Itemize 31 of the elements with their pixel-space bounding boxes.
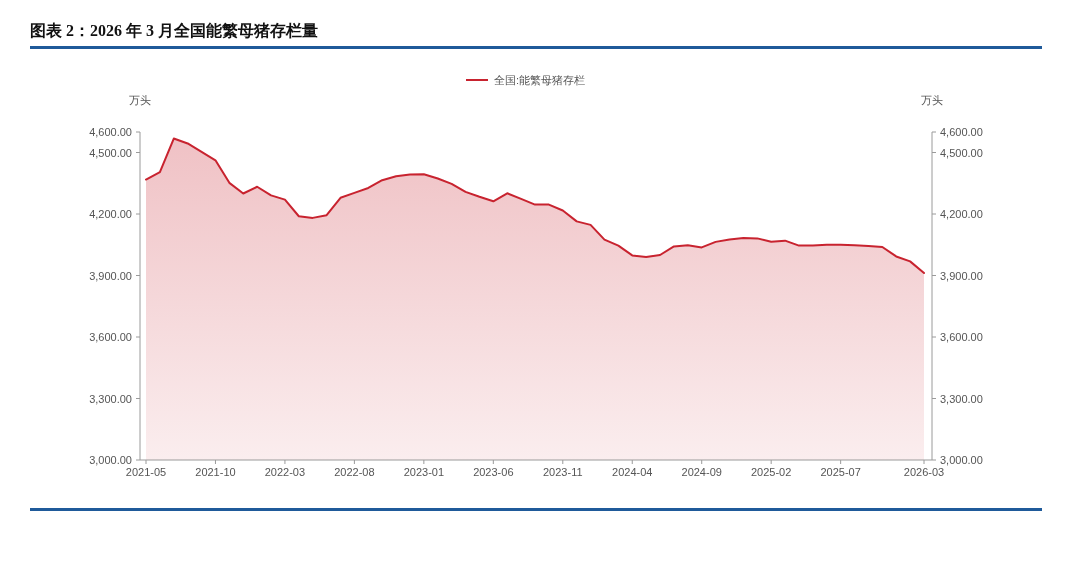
y-tick-label: 4,600.00 (89, 126, 132, 138)
x-tick-label: 2024-09 (681, 466, 722, 478)
x-tick-label: 2025-02 (750, 466, 792, 478)
chart-title: 图表 2：2026 年 3 月全国能繁母猪存栏量 (30, 18, 1042, 49)
x-tick-label: 2026-03 (903, 466, 945, 478)
y2-axis-title: 万头 (921, 94, 943, 106)
legend-label: 全国:能繁母猪存栏 (494, 74, 586, 86)
y2-tick-label: 3,600.00 (940, 331, 983, 343)
y2-tick-label: 3,300.00 (940, 392, 983, 405)
y-tick-label: 3,300.00 (89, 392, 132, 405)
legend: 全国:能繁母猪存栏 (465, 74, 586, 86)
x-tick-label: 2024-04 (612, 466, 653, 478)
x-tick-label: 2023-01 (403, 466, 445, 478)
y2-tick-label: 3,900.00 (940, 269, 983, 282)
y-tick-label: 3,000.00 (89, 454, 132, 466)
x-tick-label: 2022-03 (264, 466, 306, 478)
y2-tick-label: 4,600.00 (940, 126, 983, 138)
x-tick-label: 2023-06 (473, 466, 514, 478)
y-tick-label: 3,600.00 (89, 331, 132, 343)
y2-tick-label: 4,200.00 (940, 208, 983, 220)
y2-tick-label: 4,500.00 (940, 146, 983, 159)
x-tick-label: 2021-05 (125, 466, 167, 478)
y-tick-label: 4,200.00 (89, 208, 132, 220)
y2-tick-label: 3,000.00 (940, 454, 983, 466)
y-tick-label: 4,500.00 (89, 146, 132, 159)
x-tick-label: 2025-07 (820, 466, 861, 478)
y-axis-title: 万头 (129, 94, 151, 106)
x-tick-label: 2021-10 (195, 466, 236, 478)
x-tick-label: 2022-08 (334, 466, 375, 478)
y-tick-label: 3,900.00 (89, 269, 132, 282)
x-tick-label: 2023-11 (543, 466, 583, 478)
